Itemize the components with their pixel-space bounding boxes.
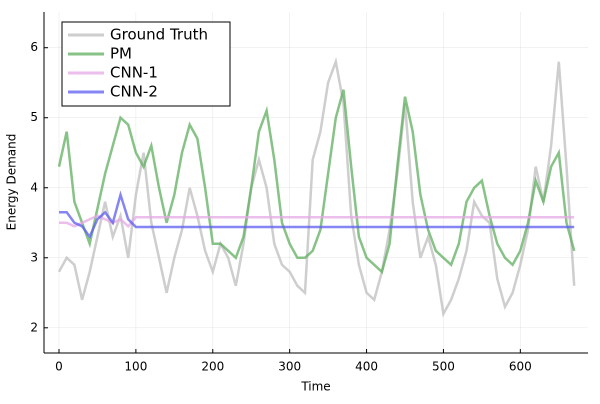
x-tick-label: 500 <box>432 360 455 374</box>
y-axis-label: Energy Demand <box>5 134 19 231</box>
y-tick-label: 6 <box>30 40 38 54</box>
legend-label: CNN-1 <box>110 64 158 82</box>
y-tick-label: 5 <box>30 110 38 124</box>
x-axis-label: Time <box>300 380 330 394</box>
y-tick-label: 2 <box>30 320 38 334</box>
x-tick-label: 400 <box>355 360 378 374</box>
x-tick-label: 200 <box>201 360 224 374</box>
x-tick-label: 300 <box>278 360 301 374</box>
x-tick-label: 0 <box>55 360 63 374</box>
x-tick-label: 600 <box>509 360 532 374</box>
series-line <box>57 89 576 275</box>
series-line <box>59 214 575 229</box>
y-tick-label: 3 <box>30 250 38 264</box>
x-tick-label: 100 <box>124 360 147 374</box>
legend-label: PM <box>110 45 132 63</box>
legend-label: Ground Truth <box>110 26 208 44</box>
y-tick-label: 4 <box>30 180 38 194</box>
legend-label: CNN-2 <box>110 83 158 101</box>
series-line <box>59 190 575 240</box>
